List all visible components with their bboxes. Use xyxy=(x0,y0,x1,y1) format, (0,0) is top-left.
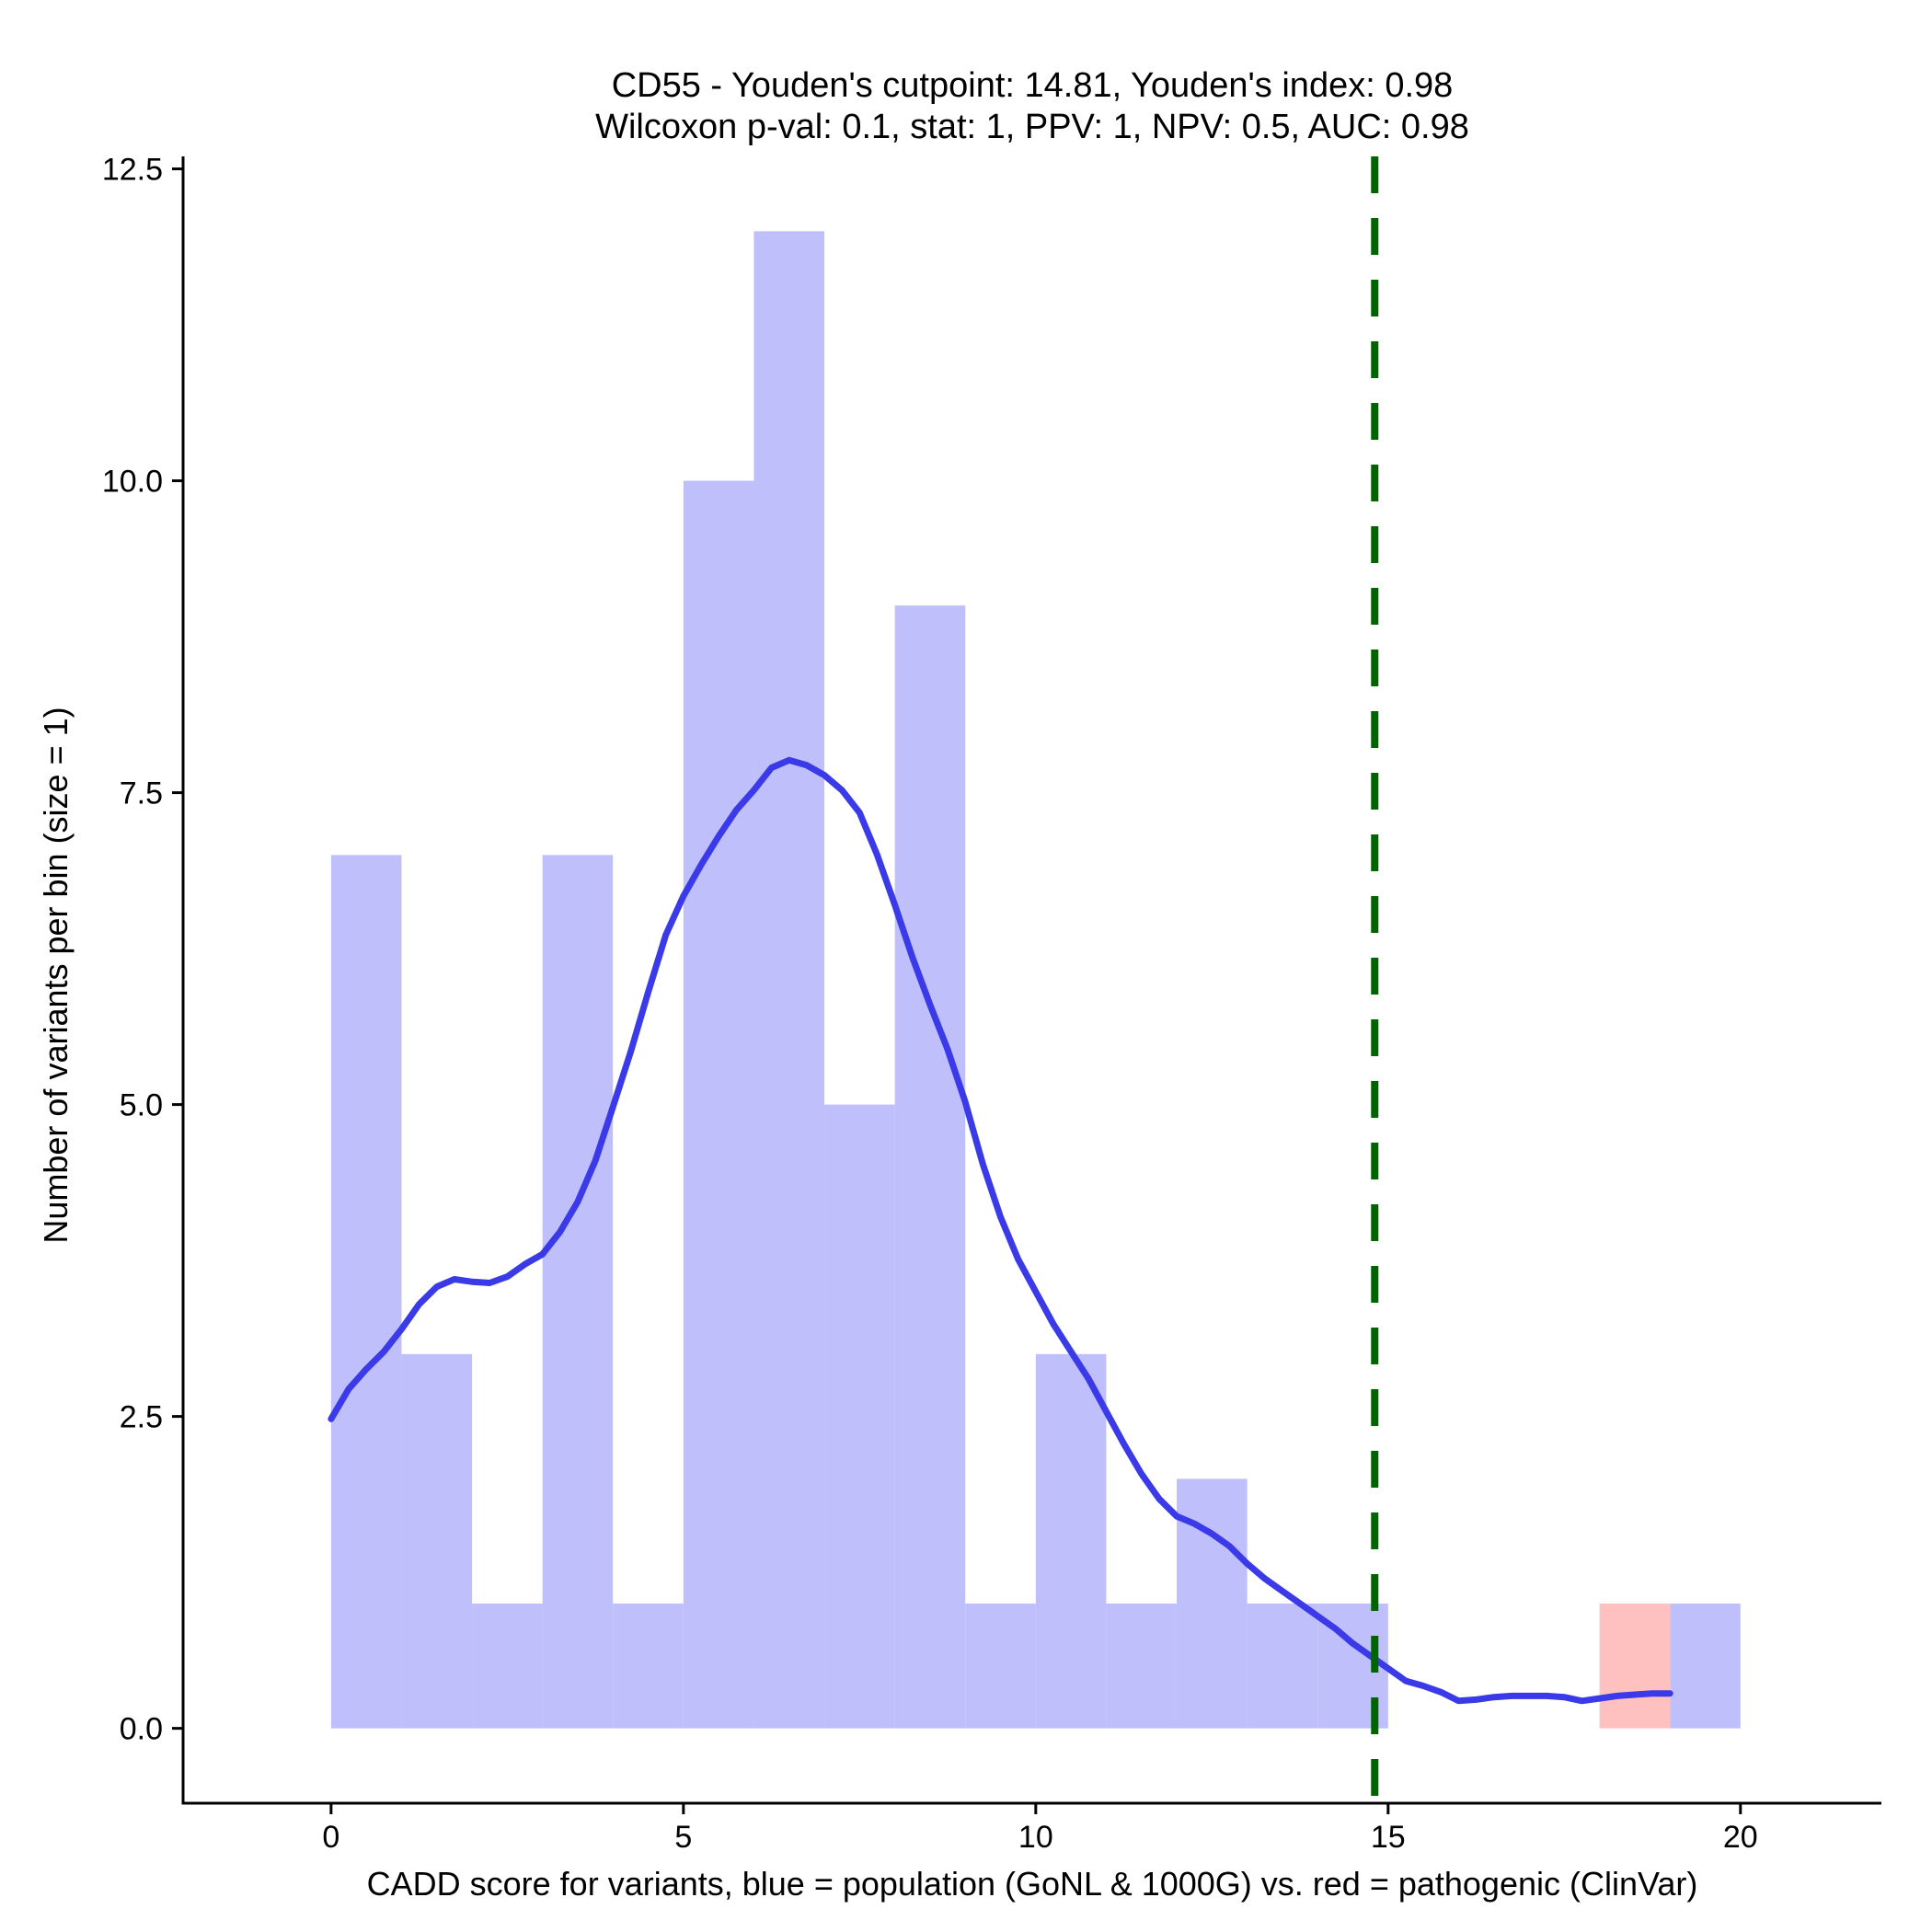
y-tick-label: 0.0 xyxy=(120,1712,163,1747)
y-ticks-layer: 0.0 2.5 5.0 7.5 10.0 12.5 xyxy=(102,153,183,1747)
population-bar xyxy=(613,1604,684,1729)
population-bar xyxy=(894,605,966,1729)
population-bar xyxy=(824,1104,895,1729)
population-bar xyxy=(965,1604,1036,1729)
population-bar xyxy=(683,480,754,1729)
density-curve-layer xyxy=(328,756,1673,1705)
y-tick-label: 5.0 xyxy=(120,1088,163,1123)
x-tick-label: 10 xyxy=(1018,1820,1053,1855)
x-tick-label: 20 xyxy=(1723,1820,1758,1855)
y-axis-title: Number of variants per bin (size = 1) xyxy=(37,707,75,1243)
y-tick-label: 2.5 xyxy=(120,1400,163,1435)
x-tick-label: 5 xyxy=(674,1820,692,1855)
population-bar xyxy=(1247,1604,1318,1729)
x-tick-label: 0 xyxy=(322,1820,339,1855)
x-ticks-layer: 0 5 10 15 20 xyxy=(322,1803,1758,1855)
pathogenic-bar xyxy=(1599,1604,1671,1729)
density-curve xyxy=(328,756,1673,1705)
y-tick-label: 10.0 xyxy=(102,465,163,500)
chart-subtitle: Wilcoxon p-val: 0.1, stat: 1, PPV: 1, NP… xyxy=(595,108,1469,146)
population-bar xyxy=(542,855,614,1729)
y-tick-label: 12.5 xyxy=(102,153,163,188)
bars-layer xyxy=(330,231,1741,1729)
y-tick-label: 7.5 xyxy=(120,776,163,811)
population-bar xyxy=(1035,1353,1107,1729)
x-axis-title: CADD score for variants, blue = populati… xyxy=(367,1865,1698,1903)
x-tick-label: 15 xyxy=(1371,1820,1406,1855)
population-bar xyxy=(753,231,825,1729)
population-bar xyxy=(1106,1604,1178,1729)
population-bar xyxy=(401,1353,473,1729)
chart-title: CD55 - Youden's cutpoint: 14.81, Youden'… xyxy=(612,66,1454,105)
population-bar xyxy=(1177,1478,1248,1729)
population-bar xyxy=(1670,1604,1741,1729)
population-bar xyxy=(472,1604,543,1729)
population-bar xyxy=(330,855,402,1729)
